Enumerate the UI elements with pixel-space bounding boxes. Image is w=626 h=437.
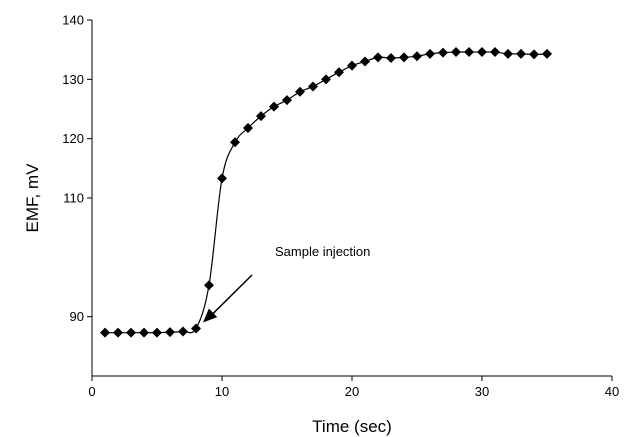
y-tick-label: 120 xyxy=(62,131,84,146)
data-point xyxy=(100,327,110,338)
x-axis: 0 10 20 30 40 xyxy=(88,375,619,399)
data-point xyxy=(464,47,474,58)
data-point xyxy=(490,47,500,58)
y-tick-label: 130 xyxy=(62,72,84,87)
annotation-label: Sample injection xyxy=(275,244,370,259)
x-tick-label: 0 xyxy=(88,384,95,399)
data-point xyxy=(256,111,266,122)
annotation-arrow-head xyxy=(203,308,218,323)
data-point xyxy=(217,173,227,184)
data-point xyxy=(295,86,305,97)
data-point xyxy=(152,327,162,338)
data-point xyxy=(113,327,123,338)
series-line xyxy=(105,51,548,334)
data-point xyxy=(334,67,344,78)
data-point xyxy=(165,327,175,338)
y-axis-title: EMF, mV xyxy=(23,163,42,233)
data-point xyxy=(243,122,253,133)
data-point xyxy=(191,323,201,334)
annotations: Sample injection xyxy=(203,244,370,323)
data-point xyxy=(516,48,526,59)
y-tick-label: 90 xyxy=(70,309,84,324)
data-point xyxy=(178,326,188,337)
data-point xyxy=(347,60,357,71)
y-tick-label: 110 xyxy=(63,191,84,206)
x-tick-label: 30 xyxy=(475,384,489,399)
data-point xyxy=(425,48,435,59)
data-point xyxy=(308,81,318,92)
data-point xyxy=(321,74,331,85)
data-point xyxy=(139,327,149,338)
data-point xyxy=(230,137,240,148)
data-point xyxy=(412,51,422,62)
data-point xyxy=(204,280,214,291)
data-point xyxy=(126,327,136,338)
data-point xyxy=(503,48,513,59)
data-point xyxy=(399,52,409,63)
data-point xyxy=(477,47,487,58)
data-point xyxy=(542,48,552,59)
data-series xyxy=(100,47,552,338)
data-point xyxy=(451,47,461,58)
data-point xyxy=(438,47,448,58)
data-point xyxy=(529,49,539,60)
data-point xyxy=(360,56,370,67)
x-tick-label: 10 xyxy=(215,384,229,399)
annotation-arrow-line xyxy=(210,274,253,317)
data-point xyxy=(373,52,383,63)
x-tick-label: 40 xyxy=(605,384,619,399)
data-point xyxy=(386,52,396,63)
data-point xyxy=(282,95,292,106)
x-axis-title: Time (sec) xyxy=(312,417,392,436)
data-point xyxy=(269,101,279,112)
y-tick-label: 140 xyxy=(62,13,84,28)
x-tick-label: 20 xyxy=(345,384,359,399)
y-axis: 90 110 120 130 140 xyxy=(62,13,93,376)
